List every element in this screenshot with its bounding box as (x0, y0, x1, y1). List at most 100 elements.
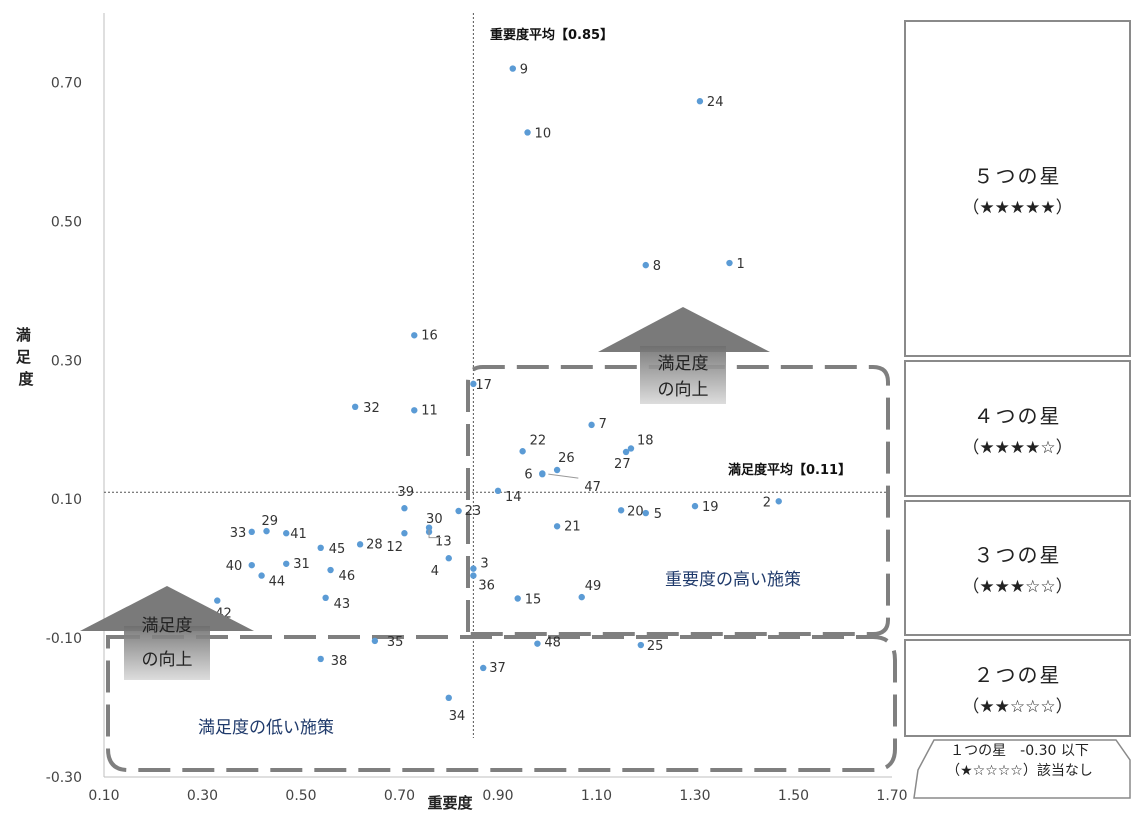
arrow-left-label-2: の向上 (142, 650, 193, 670)
star-box-2: ２つの星 （★★☆☆☆） (904, 639, 1131, 737)
satisfaction-up-arrow-left: 満足度 の向上 (80, 586, 254, 680)
arrow-left-label-1: 満足度 (142, 616, 193, 636)
y-tick-label: 0.10 (51, 492, 82, 508)
data-point-label: 45 (329, 542, 346, 557)
axes: 0.10 0.30 0.50 0.70 0.90 1.10 1.30 1.50 1.70 -0.3… (46, 13, 908, 804)
data-point-label: 35 (387, 635, 404, 650)
data-point (356, 541, 364, 548)
star-box-2-title: ２つの星 (973, 663, 1062, 687)
data-point-label: 14 (505, 490, 522, 505)
data-point-label: 25 (647, 639, 664, 654)
importance-average-label: 重要度平均【0.85】 (490, 27, 613, 43)
data-point (371, 637, 379, 645)
data-point (470, 380, 477, 388)
data-point (519, 448, 526, 455)
data-point-label: 28 (366, 537, 383, 552)
data-point (283, 530, 290, 537)
data-point (480, 664, 487, 672)
star-box-4-title: ４つの星 (973, 403, 1062, 428)
star-box-4-sub: （★★★★☆） (962, 437, 1073, 458)
data-point-label: 13 (435, 535, 452, 550)
y-tick-label: -0.10 (46, 631, 82, 647)
data-point (553, 523, 561, 530)
star-note: １つの星 -0.30 以下 （★☆☆☆☆）該当なし (912, 741, 1127, 781)
data-point (553, 466, 561, 474)
data-point-label: 30 (426, 512, 443, 527)
data-point (470, 565, 477, 572)
data-point (445, 555, 452, 562)
data-point-label: 16 (421, 328, 438, 343)
data-point-label: 4 (431, 564, 439, 579)
satisfaction-up-arrow-right: 満足度 の向上 (598, 307, 770, 404)
star-box-3: ３つの星 （★★★☆☆） (904, 500, 1131, 636)
high-importance-region-label: 重要度の高い施策 (665, 570, 801, 590)
data-point (588, 421, 595, 429)
y-tick-label: -0.30 (46, 770, 82, 786)
region-boxes (106, 365, 897, 772)
data-point-label: 5 (654, 507, 662, 522)
data-point-label: 29 (262, 514, 279, 529)
y-tick-label: 0.30 (51, 353, 82, 369)
data-point-label: 19 (702, 500, 719, 515)
data-point-label: 48 (544, 636, 561, 651)
data-point (445, 694, 452, 702)
data-point (401, 530, 408, 537)
data-point-label: 18 (637, 433, 654, 448)
data-point-label: 36 (478, 579, 495, 594)
data-point-label: 43 (334, 597, 351, 612)
data-point-label: 20 (627, 504, 644, 519)
star-box-5-title: ５つの星 (973, 163, 1062, 188)
data-point (696, 98, 704, 105)
data-point (617, 507, 625, 514)
data-point-label: 49 (585, 579, 602, 594)
data-point (691, 502, 699, 510)
arrow-right-label-2: の向上 (658, 380, 709, 400)
star-box-3-sub: （★★★☆☆） (962, 577, 1073, 597)
data-point (494, 487, 502, 495)
data-point (248, 561, 255, 569)
data-point-label: 47 (584, 480, 601, 495)
data-point-label: 22 (530, 433, 547, 448)
leader-line-13 (428, 529, 442, 539)
data-point (411, 332, 418, 339)
data-point-label: 44 (269, 575, 286, 590)
data-point (534, 640, 541, 647)
data-point (322, 594, 329, 602)
data-point-label: 1 (736, 257, 744, 272)
data-point-label: 2 (763, 495, 771, 510)
star-box-4: ４つの星 （★★★★☆） (904, 360, 1131, 497)
y-tick-label: 0.70 (51, 75, 82, 91)
x-tick-label: 0.50 (285, 788, 316, 804)
data-point-label: 10 (535, 126, 552, 141)
data-point (514, 595, 521, 602)
data-point (351, 403, 359, 411)
x-tick-label: 0.70 (384, 788, 415, 804)
data-point (524, 129, 531, 136)
data-point (248, 528, 255, 536)
x-tick-label: 0.10 (88, 788, 119, 804)
star-note-line2: （★☆☆☆☆）該当なし (946, 763, 1093, 779)
data-point-label: 38 (331, 654, 348, 669)
data-point (283, 560, 290, 567)
data-point-label: 37 (489, 661, 506, 676)
data-point (539, 470, 546, 478)
data-point (317, 544, 324, 551)
data-point-label: 15 (525, 593, 542, 608)
data-point (642, 261, 649, 269)
data-point-label: 26 (558, 451, 575, 466)
data-point (411, 407, 418, 414)
low-satisfaction-region-label: 満足度の低い施策 (198, 718, 334, 738)
data-point (317, 655, 324, 663)
data-point (637, 641, 645, 649)
data-point-label: 12 (386, 540, 403, 555)
data-point-label: 6 (524, 467, 532, 482)
data-point-label: 3 (480, 557, 488, 572)
x-tick-label: 0.30 (187, 788, 218, 804)
data-point (509, 65, 516, 72)
star-box-3-title: ３つの星 (973, 543, 1062, 567)
x-tick-label: 1.30 (679, 788, 710, 804)
star-note-line1: １つの星 -0.30 以下 (950, 743, 1089, 759)
x-tick-label: 1.50 (778, 788, 809, 804)
x-axis-title: 重要度 (427, 794, 473, 812)
